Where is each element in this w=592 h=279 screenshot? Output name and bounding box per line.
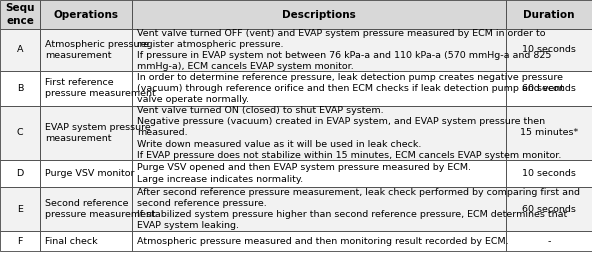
Text: After second reference pressure measurement, leak check performed by comparing f: After second reference pressure measurem…: [137, 188, 580, 230]
Text: Final check: Final check: [45, 237, 98, 246]
Text: Vent valve turned OFF (vent) and EVAP system pressure measured by ECM in order t: Vent valve turned OFF (vent) and EVAP sy…: [137, 29, 551, 71]
Bar: [506, 160, 592, 187]
Text: 10 seconds: 10 seconds: [522, 45, 576, 54]
Bar: [132, 29, 506, 71]
Text: Second reference
pressure measurement: Second reference pressure measurement: [45, 199, 156, 219]
Bar: [0, 71, 40, 106]
Bar: [0, 106, 40, 160]
Bar: [132, 187, 506, 231]
Bar: [40, 231, 132, 251]
Text: 60 seconds: 60 seconds: [522, 205, 576, 214]
Bar: [132, 231, 506, 251]
Bar: [40, 29, 132, 71]
Bar: [40, 106, 132, 160]
Bar: [506, 231, 592, 251]
Text: Sequ
ence: Sequ ence: [5, 3, 35, 26]
Bar: [0, 187, 40, 231]
Text: Atmospheric pressure measured and then monitoring result recorded by ECM.: Atmospheric pressure measured and then m…: [137, 237, 509, 246]
Bar: [506, 106, 592, 160]
Bar: [132, 0, 506, 29]
Text: C: C: [17, 128, 24, 138]
Text: 10 seconds: 10 seconds: [522, 169, 576, 178]
Bar: [506, 29, 592, 71]
Text: F: F: [17, 237, 23, 246]
Bar: [0, 160, 40, 187]
Text: Duration: Duration: [523, 10, 575, 20]
Text: Operations: Operations: [54, 10, 118, 20]
Bar: [40, 187, 132, 231]
Bar: [506, 71, 592, 106]
Bar: [506, 187, 592, 231]
Text: Vent valve turned ON (closed) to shut EVAP system.
Negative pressure (vacuum) cr: Vent valve turned ON (closed) to shut EV…: [137, 106, 561, 160]
Bar: [132, 71, 506, 106]
Bar: [40, 0, 132, 29]
Bar: [40, 160, 132, 187]
Text: 15 minutes*: 15 minutes*: [520, 128, 578, 138]
Bar: [132, 106, 506, 160]
Text: First reference
pressure measurement: First reference pressure measurement: [45, 78, 156, 98]
Text: D: D: [17, 169, 24, 178]
Text: Purge VSV opened and then EVAP system pressure measured by ECM.
Large increase i: Purge VSV opened and then EVAP system pr…: [137, 163, 471, 184]
Text: EVAP system pressure
measurement: EVAP system pressure measurement: [45, 123, 151, 143]
Text: 60 seconds: 60 seconds: [522, 84, 576, 93]
Text: Atmospheric pressure
measurement: Atmospheric pressure measurement: [45, 40, 149, 60]
Bar: [132, 160, 506, 187]
Text: E: E: [17, 205, 23, 214]
Text: B: B: [17, 84, 23, 93]
Text: -: -: [548, 237, 551, 246]
Text: Purge VSV monitor: Purge VSV monitor: [45, 169, 135, 178]
Text: In order to determine reference pressure, leak detection pump creates negative p: In order to determine reference pressure…: [137, 73, 564, 104]
Bar: [0, 29, 40, 71]
Bar: [506, 0, 592, 29]
Bar: [0, 0, 40, 29]
Text: Descriptions: Descriptions: [282, 10, 356, 20]
Bar: [40, 71, 132, 106]
Bar: [0, 231, 40, 251]
Text: A: A: [17, 45, 23, 54]
